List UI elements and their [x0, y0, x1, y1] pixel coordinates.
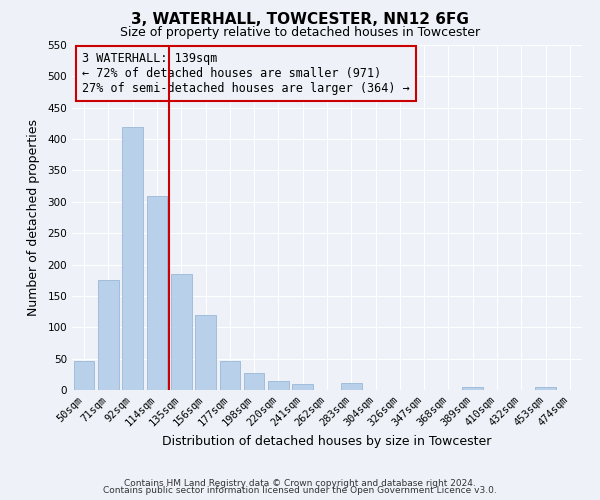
Text: 3 WATERHALL: 139sqm
← 72% of detached houses are smaller (971)
27% of semi-detac: 3 WATERHALL: 139sqm ← 72% of detached ho… [82, 52, 410, 95]
Bar [220, 361, 240, 390]
Text: Contains HM Land Registry data © Crown copyright and database right 2024.: Contains HM Land Registry data © Crown c… [124, 478, 476, 488]
X-axis label: Distribution of detached houses by size in Towcester: Distribution of detached houses by size … [163, 436, 491, 448]
Bar [341, 383, 362, 390]
Bar [122, 126, 143, 390]
Bar [244, 373, 265, 390]
Bar [171, 274, 191, 390]
Bar [74, 360, 94, 390]
Bar [98, 280, 119, 390]
Bar [195, 314, 216, 390]
Text: Contains public sector information licensed under the Open Government Licence v3: Contains public sector information licen… [103, 486, 497, 495]
Bar [146, 196, 167, 390]
Bar [463, 388, 483, 390]
Text: Size of property relative to detached houses in Towcester: Size of property relative to detached ho… [120, 26, 480, 39]
Bar [268, 381, 289, 390]
Bar [292, 384, 313, 390]
Text: 3, WATERHALL, TOWCESTER, NN12 6FG: 3, WATERHALL, TOWCESTER, NN12 6FG [131, 12, 469, 28]
Y-axis label: Number of detached properties: Number of detached properties [28, 119, 40, 316]
Bar [535, 387, 556, 390]
